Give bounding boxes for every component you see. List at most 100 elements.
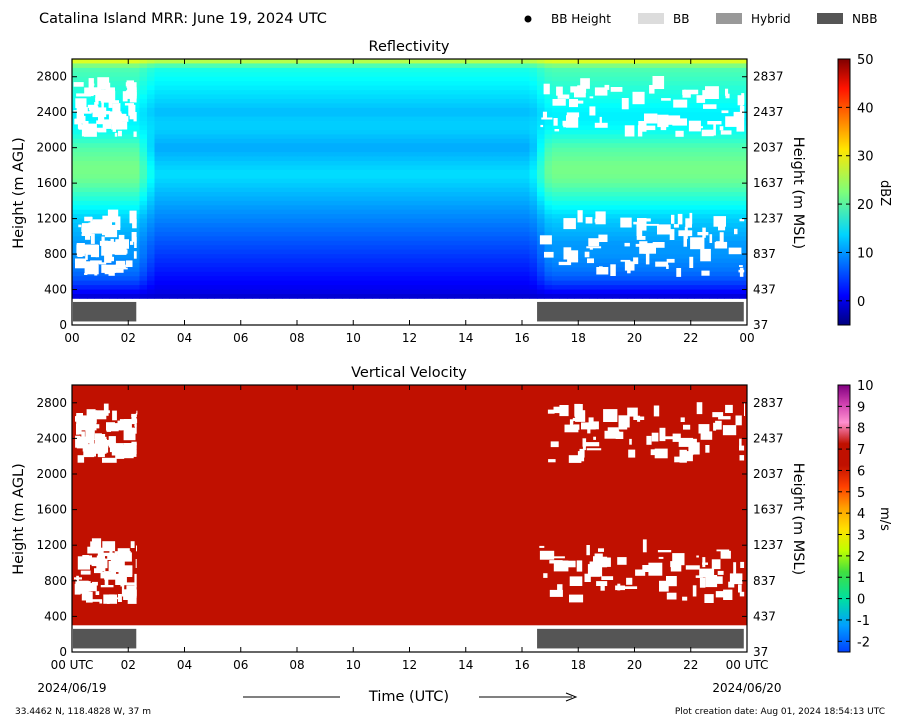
colorbar-tick-label: 8 (857, 422, 865, 437)
y-tick-label: 1600 (36, 176, 67, 190)
y-tick-label: 2400 (36, 105, 67, 119)
y2-tick-label: 437 (753, 609, 776, 623)
y2-tick-label: 37 (753, 645, 768, 659)
reflectivity-y-axis-label: Height (m AGL) (11, 137, 27, 249)
x-tick-label: 16 (514, 658, 529, 672)
y-tick-label: 1200 (36, 212, 67, 226)
nbb-segment-1 (537, 628, 744, 649)
velocity-colorbar-label: m/s (877, 507, 892, 531)
x-tick-label: 14 (458, 658, 473, 672)
legend-label-bb: BB (673, 12, 689, 26)
x-tick-label: 02 (121, 331, 136, 345)
colorbar-tick-label: 9 (857, 400, 865, 415)
y-tick-label: 2000 (36, 141, 67, 155)
nbb-legend-swatch (817, 13, 843, 24)
missing-data-gaps (74, 402, 745, 604)
end-date-label: 2024/06/20 (712, 681, 781, 695)
nbb-segment-0 (73, 628, 137, 649)
colorbar-tick-label: 40 (857, 101, 874, 116)
y-tick-label: 2400 (36, 431, 67, 445)
start-date-label: 2024/06/19 (37, 681, 106, 695)
y-tick-label: 800 (44, 574, 67, 588)
velocity-colorbar (837, 384, 851, 653)
y2-tick-label: 2037 (753, 141, 784, 155)
colorbar-tick-label: 2 (857, 550, 865, 565)
y-tick-label: 2800 (36, 396, 67, 410)
plot-creation-date: Plot creation date: Aug 01, 2024 18:54:1… (675, 707, 885, 717)
velocity-colorbar-ticks: -2 -1 0 1 2 3 4 5 6 7 8 9 10 (838, 379, 874, 650)
x-tick-label: 14 (458, 331, 473, 345)
colorbar-tick-label: 4 (857, 507, 865, 522)
colorbar-tick-label: 10 (857, 246, 874, 261)
colorbar-tick-label: 30 (857, 150, 874, 165)
colorbar-tick-label: -2 (857, 635, 870, 650)
velocity-y2-axis-label: Height (m MSL) (790, 463, 806, 575)
x-tick-label: 10 (346, 331, 361, 345)
x-tick-label: 08 (289, 331, 304, 345)
x-tick-label: 20 (627, 658, 642, 672)
colorbar-tick-label: -1 (857, 614, 870, 629)
bb-height-legend-marker (524, 15, 532, 23)
x-tick-label: 22 (683, 331, 698, 345)
velocity-field (72, 385, 747, 626)
reflectivity-colorbar-label: dBZ (877, 180, 892, 206)
y2-tick-label: 2437 (753, 431, 784, 445)
x-tick-label: 08 (289, 658, 304, 672)
velocity-y-axis-label: Height (m AGL) (11, 463, 27, 575)
colorbar-tick-label: 20 (857, 198, 874, 213)
y2-tick-label: 837 (753, 247, 776, 261)
x-tick-label: 06 (233, 658, 248, 672)
x-tick-label: 04 (177, 331, 192, 345)
velocity-title: Vertical Velocity (351, 365, 467, 381)
colorbar-tick-label: 5 (857, 486, 865, 501)
y-tick-label: 800 (44, 247, 67, 261)
x-tick-label: 02 (121, 658, 136, 672)
bb-legend-swatch (638, 13, 664, 24)
station-coordinates: 33.4462 N, 118.4828 W, 37 m (15, 707, 151, 717)
reflectivity-plot-area (72, 59, 748, 325)
legend-label-nbb: NBB (852, 12, 877, 26)
x-tick-label: 04 (177, 658, 192, 672)
velocity-axes: 0 37 400 437 800 837 1200 1237 1600 1637 2000 2037 2… (36, 384, 784, 672)
y-tick-label: 0 (59, 318, 67, 332)
colorbar-tick-label: 1 (857, 571, 865, 586)
x-tick-label: 18 (571, 658, 586, 672)
x-tick-label: 16 (514, 331, 529, 345)
header-legend: BB Height BB Hybrid NBB (524, 12, 877, 26)
x-tick-label: 20 (627, 331, 642, 345)
nbb-bars (73, 628, 744, 649)
y-tick-label: 2800 (36, 70, 67, 84)
x-tick-label: 00 UTC (51, 658, 94, 672)
y-tick-label: 0 (59, 645, 67, 659)
colorbar-tick-label: 0 (857, 593, 865, 608)
y2-tick-label: 837 (753, 574, 776, 588)
reflectivity-colorbar (837, 58, 851, 326)
legend-label-hybrid: Hybrid (751, 12, 791, 26)
y-tick-label: 400 (44, 609, 67, 623)
x-tick-label: 12 (402, 331, 417, 345)
x-tick-label: 06 (233, 331, 248, 345)
y2-tick-label: 2037 (753, 467, 784, 481)
y-tick-label: 1200 (36, 538, 67, 552)
y-tick-label: 2000 (36, 467, 67, 481)
time-axis-label-group: Time (UTC) (243, 689, 578, 705)
colorbar-tick-label: 50 (857, 53, 874, 68)
legend-label-bb-height: BB Height (551, 12, 611, 26)
heatmap-cells (72, 59, 748, 299)
y2-tick-label: 1637 (753, 503, 784, 517)
nbb-segment-0 (73, 301, 137, 322)
velocity-plot-area (72, 385, 747, 652)
x-tick-label: 00 UTC (726, 658, 769, 672)
y2-tick-label: 1637 (753, 176, 784, 190)
reflectivity-title: Reflectivity (369, 39, 450, 55)
x-axis-label: Time (UTC) (368, 689, 449, 705)
x-tick-label: 10 (346, 658, 361, 672)
nbb-segment-1 (537, 301, 744, 322)
y2-tick-label: 1237 (753, 212, 784, 226)
x-tick-label: 22 (683, 658, 698, 672)
colorbar-tick-label: 7 (857, 443, 865, 458)
y2-tick-label: 2437 (753, 105, 784, 119)
